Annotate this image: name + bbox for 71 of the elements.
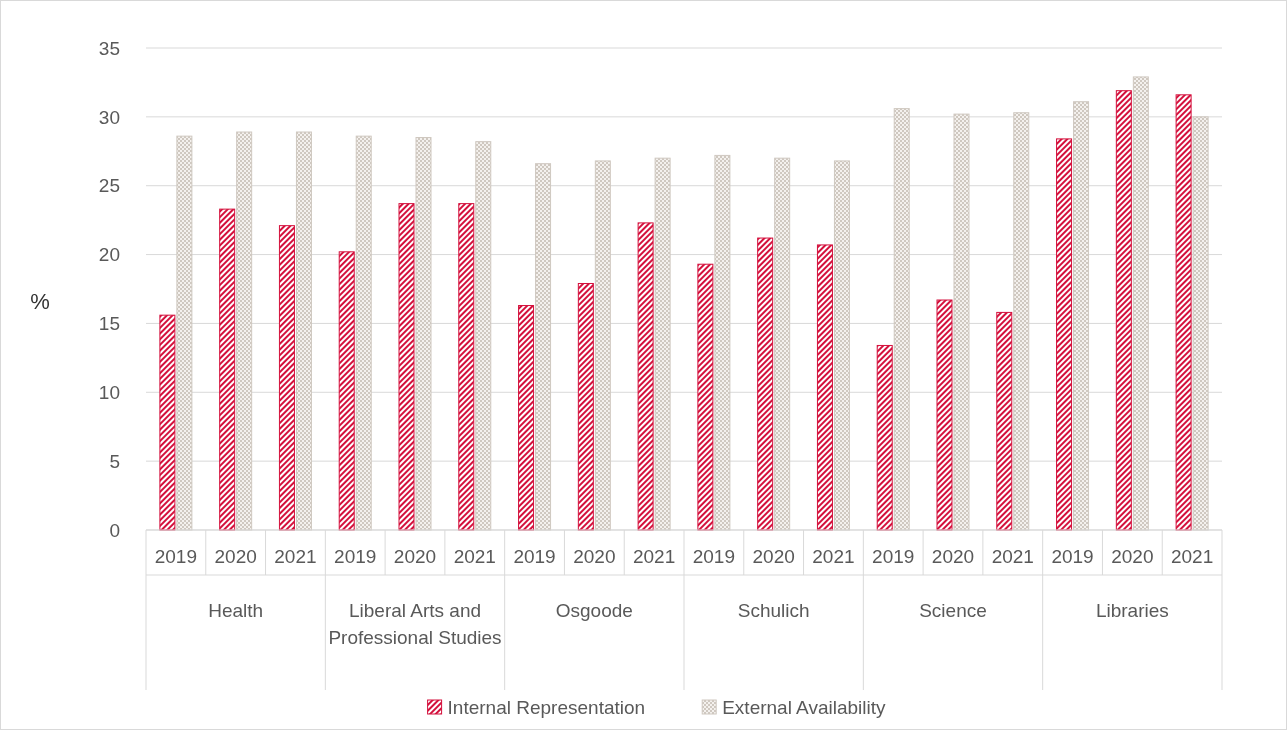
- x-tick-label: 2019: [1051, 546, 1094, 567]
- text: Liberal Arts and Professional Studies: [328, 600, 502, 648]
- bar: [637, 222, 654, 531]
- bar: [1175, 94, 1192, 531]
- bar: [697, 263, 714, 531]
- bar: [338, 251, 355, 531]
- bar: [355, 135, 372, 531]
- bar: [236, 131, 253, 531]
- y-tick-label: 25: [98, 175, 120, 197]
- bar: [219, 208, 236, 531]
- legend-label: External Availability: [722, 697, 887, 718]
- bar: [1056, 138, 1073, 531]
- x-tick-label: 2019: [513, 546, 556, 567]
- bar: [1013, 112, 1030, 531]
- bar: [475, 141, 492, 531]
- x-tick-label: 2021: [1170, 546, 1214, 567]
- y-tick-label: 10: [98, 381, 120, 403]
- y-tick-label: 30: [98, 106, 120, 128]
- x-tick-label: 2021: [453, 546, 496, 567]
- bar: [654, 157, 671, 531]
- bar: [876, 344, 893, 531]
- x-tick-label: 2020: [214, 546, 257, 567]
- bar: [833, 160, 850, 531]
- y-tick-label: 15: [98, 313, 120, 335]
- bar: [415, 137, 432, 531]
- bar: [893, 108, 910, 531]
- x-tick-label: 2019: [872, 546, 915, 567]
- x-tick-label: 2019: [692, 546, 736, 567]
- x-tick-label: 2021: [632, 546, 676, 567]
- x-tick-label: 2019: [334, 546, 377, 567]
- bar: [535, 163, 552, 531]
- x-tick-label: 2019: [154, 546, 198, 567]
- text: Science: [919, 600, 987, 621]
- x-tick-label: 2021: [991, 546, 1034, 567]
- x-tick-label: 2020: [931, 546, 975, 567]
- bar: [458, 203, 475, 531]
- bar: [577, 282, 594, 531]
- y-tick-label: 5: [109, 450, 120, 472]
- text: Libraries: [1095, 600, 1169, 621]
- bar: [936, 299, 953, 531]
- bar: [295, 131, 312, 531]
- text: Osgoode: [555, 600, 633, 621]
- bar: [757, 237, 774, 531]
- bar: [1192, 116, 1209, 531]
- bar: [774, 157, 791, 531]
- bar: [278, 225, 295, 531]
- x-tick-label: 2020: [573, 546, 616, 567]
- text: Health: [208, 600, 264, 621]
- y-tick-label: 20: [98, 244, 120, 266]
- bar: [398, 203, 415, 531]
- x-tick-label: 2021: [812, 546, 855, 567]
- bar: [1132, 76, 1149, 531]
- legend-label: Internal Representation: [447, 697, 646, 718]
- bar: [159, 314, 176, 531]
- bar: [518, 305, 535, 531]
- bar: [1115, 90, 1132, 531]
- bar: [996, 311, 1013, 531]
- bar: [1073, 101, 1090, 531]
- bar: [594, 160, 611, 531]
- bar: [816, 244, 833, 531]
- x-tick-label: 2020: [393, 546, 437, 567]
- x-tick-label: 2021: [274, 546, 317, 567]
- y-axis-title: %: [30, 289, 50, 314]
- bar: [176, 135, 193, 531]
- text: Schulich: [737, 600, 810, 621]
- bar: [953, 113, 970, 531]
- x-tick-label: 2020: [752, 546, 795, 567]
- y-tick-label: 0: [109, 519, 120, 541]
- y-tick-label: 35: [98, 37, 120, 59]
- bar: [714, 154, 731, 531]
- x-tick-label: 2020: [1111, 546, 1154, 567]
